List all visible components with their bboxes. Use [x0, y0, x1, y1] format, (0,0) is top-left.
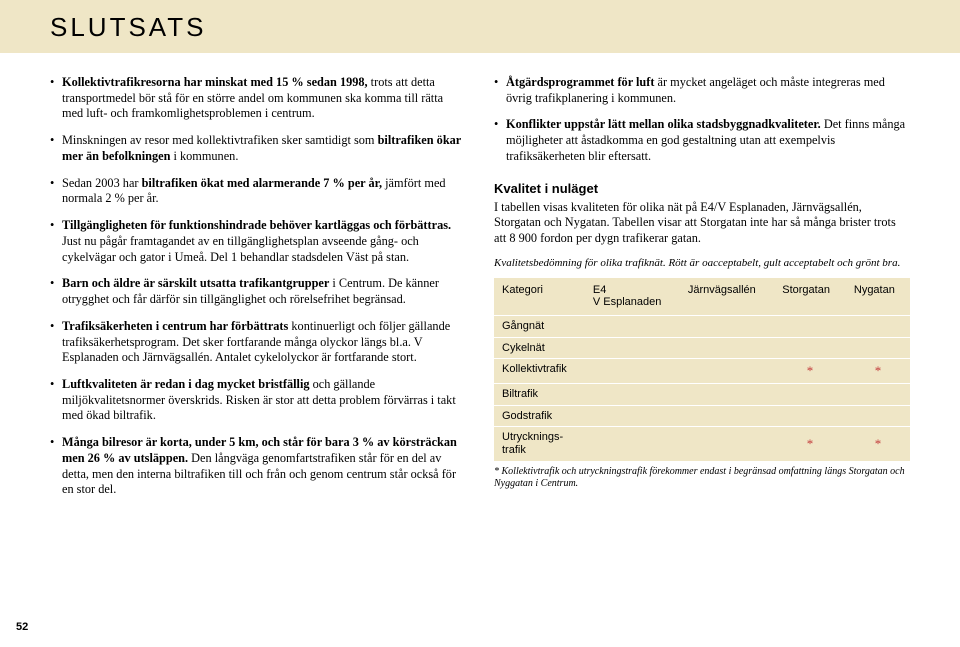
right-bullet-list: Åtgärdsprogrammet för luft är mycket ang…: [494, 75, 910, 165]
bullet-bold: Konflikter uppstår lätt mellan olika sta…: [506, 117, 821, 131]
quality-table: Kategori E4V Esplanaden Järnvägsallén St…: [494, 277, 910, 462]
quality-heading: Kvalitet i nuläget: [494, 181, 910, 196]
table-cell: [585, 315, 680, 337]
title-bar: SLUTSATS: [0, 0, 960, 53]
table-cell: [585, 359, 680, 384]
table-row: Cykelnät: [494, 337, 910, 359]
table-cell: *: [774, 359, 846, 384]
bullet-bold: Luftkvaliteten är redan i dag mycket bri…: [62, 377, 310, 391]
bullet-item: Många bilresor är korta, under 5 km, och…: [50, 435, 466, 498]
table-cell: [774, 405, 846, 427]
two-column-layout: Kollektivtrafikresorna har minskat med 1…: [50, 75, 910, 509]
right-column: Åtgärdsprogrammet för luft är mycket ang…: [494, 75, 910, 509]
row-label: Godstrafik: [494, 405, 585, 427]
bullet-bold: Tillgängligheten för funktionshindrade b…: [62, 218, 451, 232]
table-row: Utrycknings-trafik **: [494, 427, 910, 461]
table-cell: [680, 337, 774, 359]
table-cell: [846, 405, 910, 427]
table-cell: [846, 337, 910, 359]
table-cell: *: [846, 427, 910, 461]
table-cell: *: [774, 427, 846, 461]
table-cell: [774, 337, 846, 359]
table-cell: [585, 405, 680, 427]
left-bullet-list: Kollektivtrafikresorna har minskat med 1…: [50, 75, 466, 498]
bullet-text: Just nu pågår framtagandet av en tillgän…: [62, 234, 419, 264]
bullet-bold: Kollektivtrafikresorna har minskat med 1…: [62, 75, 368, 89]
bullet-bold: Barn och äldre är särskilt utsatta trafi…: [62, 276, 329, 290]
bullet-text: Minskningen av resor med kollektivtrafik…: [62, 133, 378, 147]
table-row: Godstrafik: [494, 405, 910, 427]
bullet-bold: Åtgärdsprogrammet för luft: [506, 75, 654, 89]
table-header: E4V Esplanaden: [585, 277, 680, 315]
page-number: 52: [16, 621, 28, 633]
row-label: Biltrafik: [494, 384, 585, 406]
bullet-item: Konflikter uppstår lätt mellan olika sta…: [494, 117, 910, 164]
table-footnote: * Kollektivtrafik och utryckningstrafik …: [494, 466, 910, 490]
bullet-bold: Trafiksäkerheten i centrum har förbättra…: [62, 319, 288, 333]
table-cell: [585, 384, 680, 406]
table-header: Nygatan: [846, 277, 910, 315]
bullet-item: Trafiksäkerheten i centrum har förbättra…: [50, 319, 466, 366]
table-header: Järnvägsallén: [680, 277, 774, 315]
table-row: Kollektivtrafik **: [494, 359, 910, 384]
bullet-item: Sedan 2003 har biltrafiken ökat med alar…: [50, 176, 466, 207]
table-row: Biltrafik: [494, 384, 910, 406]
table-cell: *: [846, 359, 910, 384]
bullet-bold: biltrafiken ökat med alarmerande 7 % per…: [142, 176, 382, 190]
table-cell: [680, 427, 774, 461]
table-header: Kategori: [494, 277, 585, 315]
table-header-row: Kategori E4V Esplanaden Järnvägsallén St…: [494, 277, 910, 315]
table-cell: [774, 315, 846, 337]
table-cell: [585, 337, 680, 359]
table-cell: [680, 359, 774, 384]
page-title: SLUTSATS: [50, 12, 910, 43]
table-cell: [680, 384, 774, 406]
quality-paragraph: I tabellen visas kvaliteten för olika nä…: [494, 200, 910, 247]
table-cell: [846, 315, 910, 337]
bullet-item: Åtgärdsprogrammet för luft är mycket ang…: [494, 75, 910, 106]
bullet-item: Kollektivtrafikresorna har minskat med 1…: [50, 75, 466, 122]
row-label: Kollektivtrafik: [494, 359, 585, 384]
left-column: Kollektivtrafikresorna har minskat med 1…: [50, 75, 466, 509]
table-cell: [680, 315, 774, 337]
table-cell: [680, 405, 774, 427]
row-label: Gångnät: [494, 315, 585, 337]
table-header: Storgatan: [774, 277, 846, 315]
bullet-text: Sedan 2003 har: [62, 176, 142, 190]
table-cell: [846, 384, 910, 406]
bullet-item: Luftkvaliteten är redan i dag mycket bri…: [50, 377, 466, 424]
row-label: Cykelnät: [494, 337, 585, 359]
bullet-item: Barn och äldre är särskilt utsatta trafi…: [50, 276, 466, 307]
bullet-item: Minskningen av resor med kollektivtrafik…: [50, 133, 466, 164]
bullet-item: Tillgängligheten för funktionshindrade b…: [50, 218, 466, 265]
table-cell: [774, 384, 846, 406]
row-label: Utrycknings-trafik: [494, 427, 585, 461]
table-caption: Kvalitetsbedömning för olika trafiknät. …: [494, 257, 910, 271]
table-row: Gångnät: [494, 315, 910, 337]
table-cell: [585, 427, 680, 461]
bullet-text: i kommunen.: [170, 149, 238, 163]
